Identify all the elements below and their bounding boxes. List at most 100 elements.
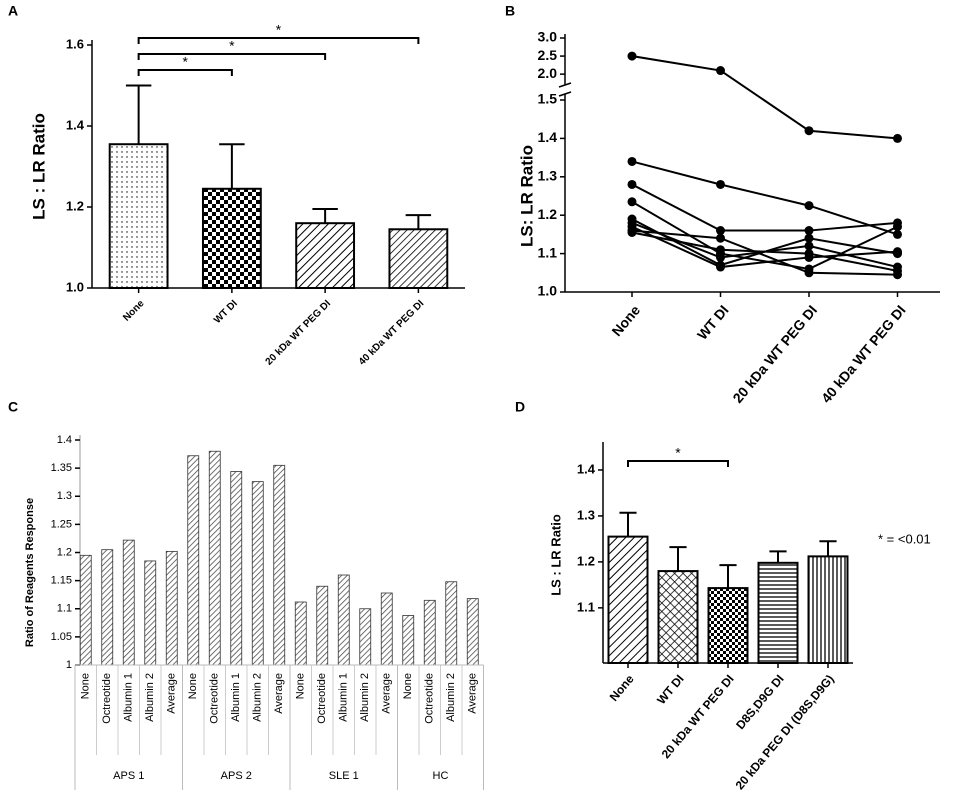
line — [631, 225, 898, 269]
y-tick-label: 1.6 — [66, 36, 84, 51]
x-tick-label: Octreotide — [101, 673, 113, 724]
y-tick-label: 1.5 — [538, 91, 558, 107]
y-tick-label: 1.0 — [66, 279, 84, 294]
significance-bracket — [137, 53, 327, 60]
y-tick-label: 1.4 — [538, 129, 558, 145]
x-tick-label: WT DI — [654, 672, 687, 707]
line — [631, 55, 898, 140]
panel-label: B — [505, 3, 515, 19]
bar — [388, 228, 449, 289]
axis-break — [558, 82, 572, 88]
point — [893, 247, 902, 257]
error-bar — [769, 550, 787, 563]
x-tick-label: None — [402, 673, 414, 699]
x-tick-label: None — [121, 298, 147, 324]
error-bar — [669, 546, 687, 572]
bar — [79, 554, 92, 666]
y-tick-label: 1.15 — [51, 575, 72, 587]
x-tick-label: None — [80, 673, 92, 699]
bar — [295, 222, 356, 289]
error-bar — [719, 564, 737, 589]
y-tick-label: 1.25 — [51, 518, 72, 530]
x-tick-label: Average — [166, 673, 178, 714]
significance-bracket — [137, 37, 420, 44]
group-label: HC — [433, 770, 449, 782]
line — [631, 200, 898, 270]
y-tick-label: 1.4 — [577, 461, 596, 476]
x-tick-label: Albumin 1 — [123, 673, 135, 722]
error-bar — [219, 143, 245, 189]
y-tick-label: 1.1 — [577, 599, 595, 614]
x-tick-label: 20 kDa WT PEG DI — [729, 302, 820, 406]
y-tick-label: 1.2 — [66, 198, 84, 213]
significance-label: * — [229, 38, 235, 54]
x-tick-label: Octreotide — [316, 673, 328, 724]
group-label: APS 2 — [221, 770, 252, 782]
point — [716, 179, 725, 189]
y-tick-label: 1.4 — [66, 117, 85, 132]
point — [804, 268, 814, 278]
bar — [187, 455, 200, 666]
error-bar — [619, 511, 637, 537]
point — [804, 126, 814, 136]
bar — [402, 615, 415, 666]
note: * = <0.01 — [878, 531, 931, 546]
y-tick-label: 1.2 — [538, 206, 558, 222]
significance-label: * — [183, 54, 189, 70]
point — [716, 233, 725, 243]
group-label: SLE 1 — [329, 770, 359, 782]
y-axis-label: LS : LR Ratio — [548, 514, 563, 596]
x-tick-label: Albumin 1 — [338, 673, 350, 722]
x-tick-label: Albumin 2 — [252, 673, 264, 722]
bar — [607, 535, 649, 664]
bar — [445, 581, 458, 666]
x-tick-label: None — [187, 673, 199, 699]
point — [804, 241, 814, 251]
y-tick-label: 1.35 — [51, 462, 72, 474]
y-tick-label: 1 — [66, 659, 72, 671]
bar — [380, 592, 393, 666]
bar — [359, 608, 372, 666]
x-tick-label: 20 kDa WT PEG DI — [264, 298, 334, 368]
x-tick-label: Average — [467, 673, 479, 714]
x-tick-label: 40 kDa WT PEG DI — [357, 298, 427, 368]
y-tick-label: 1.3 — [577, 507, 595, 522]
bar — [657, 570, 699, 664]
point — [627, 51, 637, 61]
bar — [144, 560, 157, 666]
x-tick-label: Albumin 2 — [445, 673, 457, 722]
axis-break — [558, 91, 572, 97]
y-axis-label: LS: LR Ratio — [517, 145, 536, 247]
x-tick-label: WT DI — [694, 302, 732, 343]
x-tick-label: None — [607, 672, 637, 704]
bar — [807, 555, 849, 664]
x-tick-label: D8S,D9G DI — [733, 672, 787, 732]
bar — [337, 574, 350, 666]
panel-label: D — [515, 399, 525, 415]
point — [893, 222, 902, 232]
bar — [294, 601, 307, 666]
error-bar — [819, 540, 837, 557]
point — [716, 252, 725, 262]
y-tick-label: 1.1 — [538, 244, 558, 260]
bar — [707, 587, 749, 664]
x-tick-label: 40 kDa WT PEG DI — [818, 302, 909, 406]
y-tick-label: 1.1 — [57, 603, 72, 615]
significance-bracket — [137, 69, 233, 76]
error-bar — [312, 208, 338, 224]
point — [804, 249, 814, 259]
x-tick-label: None — [295, 673, 307, 699]
x-tick-label: Albumin 2 — [359, 673, 371, 722]
y-axis-label: LS : LR Ratio — [29, 113, 48, 220]
y-tick-label: 1.2 — [577, 553, 595, 568]
x-tick-label: Average — [381, 673, 393, 714]
bar — [316, 585, 329, 666]
group-label: APS 1 — [113, 770, 144, 782]
x-tick-label: WT DI — [212, 298, 240, 326]
significance-label: * — [276, 22, 282, 38]
point — [804, 201, 814, 211]
x-tick-label: 20 kDa PEG DI (D8S,D9G) — [733, 672, 837, 792]
y-tick-label: 1.3 — [57, 490, 72, 502]
point — [716, 262, 725, 272]
